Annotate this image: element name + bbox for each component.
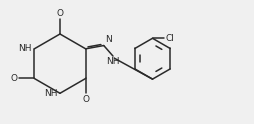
Text: Cl: Cl	[164, 34, 173, 43]
Text: O: O	[11, 74, 18, 83]
Text: O: O	[82, 95, 89, 104]
Text: N: N	[105, 35, 112, 44]
Text: NH: NH	[44, 89, 57, 98]
Text: NH: NH	[106, 57, 119, 66]
Text: O: O	[56, 9, 63, 17]
Text: NH: NH	[19, 44, 32, 53]
